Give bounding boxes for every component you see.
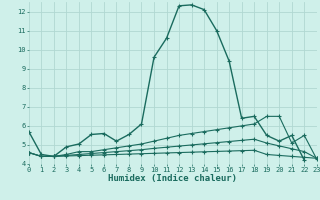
X-axis label: Humidex (Indice chaleur): Humidex (Indice chaleur) <box>108 174 237 183</box>
